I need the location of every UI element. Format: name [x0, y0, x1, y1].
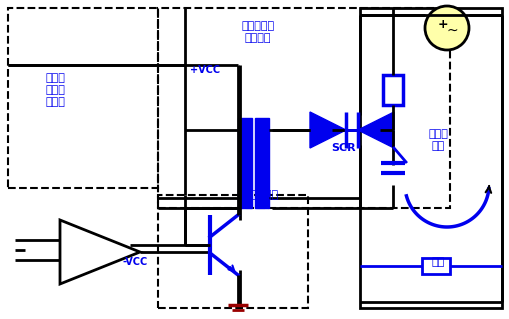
Text: 功率电路印
制电路板: 功率电路印 制电路板: [241, 21, 274, 43]
Bar: [8, 8, 158, 188]
Text: 负载: 负载: [431, 257, 445, 267]
Polygon shape: [60, 220, 140, 284]
Bar: [158, 195, 308, 308]
Bar: [238, 118, 252, 208]
Text: 高功率
线路: 高功率 线路: [428, 129, 448, 151]
Circle shape: [425, 6, 469, 50]
Polygon shape: [310, 112, 346, 148]
Text: 脉冲变压器: 脉冲变压器: [245, 190, 278, 200]
Bar: [383, 75, 403, 105]
Text: ~: ~: [446, 24, 458, 38]
Bar: [255, 118, 269, 208]
Bar: [158, 8, 450, 208]
Polygon shape: [358, 112, 394, 148]
Bar: [360, 8, 502, 308]
Text: SCR: SCR: [331, 143, 356, 153]
Text: +: +: [438, 19, 448, 32]
Text: +VCC: +VCC: [190, 65, 220, 75]
Text: 控制电
路印刷
电路板: 控制电 路印刷 电路板: [45, 73, 65, 108]
Bar: [422, 258, 450, 274]
Text: -VCC: -VCC: [123, 257, 148, 267]
